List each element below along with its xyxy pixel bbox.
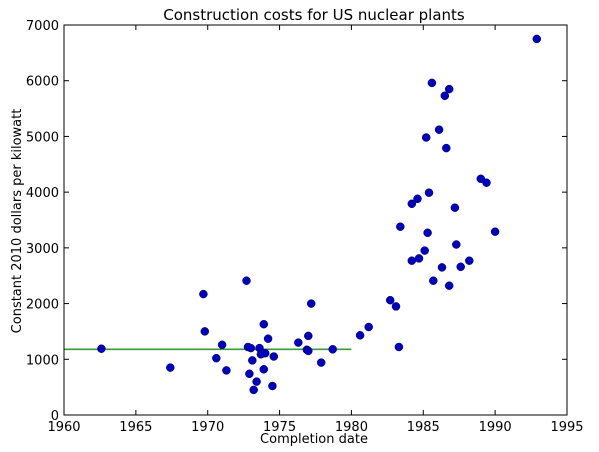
data-point [252, 377, 261, 386]
data-point [199, 289, 208, 299]
data-point [304, 346, 313, 356]
data-point [394, 342, 404, 352]
data-point [429, 276, 438, 285]
data-point [490, 227, 500, 236]
y-tick-label: 5000 [26, 130, 59, 145]
data-point [413, 194, 422, 204]
data-point [259, 319, 269, 329]
plot-frame [63, 24, 568, 416]
data-point [421, 133, 431, 142]
x-tick-label: 1960 [47, 420, 80, 435]
y-tick-label: 1000 [26, 353, 59, 368]
x-tick-label: 1970 [191, 420, 224, 435]
y-axis-label: Constant 2010 dollars per kilowatt [10, 109, 25, 334]
y-tick-label: 0 [51, 409, 59, 424]
x-tick-label: 1980 [335, 420, 368, 435]
data-point [269, 352, 279, 361]
data-point [444, 84, 454, 94]
data-point [420, 246, 429, 255]
data-point [304, 331, 313, 341]
data-point [456, 262, 465, 272]
data-point [242, 276, 251, 285]
data-point [414, 254, 424, 263]
x-tick-label: 1995 [550, 420, 583, 435]
y-tick-label: 4000 [26, 186, 59, 201]
x-tick-label: 1990 [479, 420, 512, 435]
data-point [482, 178, 491, 187]
data-point [306, 299, 316, 308]
data-point [245, 369, 254, 379]
y-tick-label: 2000 [26, 298, 59, 313]
data-point [437, 263, 447, 272]
data-point [217, 340, 227, 350]
data-point [396, 222, 405, 231]
data-point [532, 34, 542, 44]
chart-title: Construction costs for US nuclear plants [163, 6, 465, 24]
data-point [465, 256, 474, 265]
x-tick-label: 1965 [119, 420, 152, 435]
data-point [166, 363, 175, 372]
data-point [452, 240, 461, 249]
data-point [427, 78, 437, 88]
data-point [328, 345, 337, 354]
data-point [268, 381, 277, 391]
x-axis-label: Completion date [260, 432, 368, 447]
data-point [444, 281, 454, 290]
data-point [260, 348, 270, 358]
x-tick-label: 1985 [407, 420, 440, 435]
data-point [355, 331, 365, 340]
data-point [222, 366, 231, 375]
data-point [407, 199, 417, 209]
data-point [200, 327, 210, 336]
data-point [442, 143, 451, 153]
y-tick-label: 3000 [26, 242, 59, 257]
data-point [294, 338, 303, 347]
data-point [450, 203, 460, 212]
data-point [259, 365, 269, 374]
data-point [407, 256, 417, 265]
data-point [246, 343, 256, 353]
x-tick-label: 1975 [263, 420, 296, 435]
data-point [248, 356, 257, 365]
data-point [424, 188, 434, 197]
data-point [423, 228, 432, 238]
y-tick-label: 6000 [26, 75, 59, 90]
data-point [385, 295, 395, 305]
data-point [263, 334, 273, 343]
y-tick-label: 7000 [26, 19, 59, 34]
data-point [97, 344, 106, 353]
data-point [212, 353, 221, 363]
data-point [249, 385, 258, 395]
data-point [316, 358, 326, 367]
data-point [440, 91, 450, 101]
data-point [391, 302, 401, 311]
data-point [364, 322, 373, 332]
data-point [434, 125, 444, 134]
plot-area: 1960 1965 1970 1975 1980 1985 1990 1995 0 1000 200… [26, 19, 584, 435]
